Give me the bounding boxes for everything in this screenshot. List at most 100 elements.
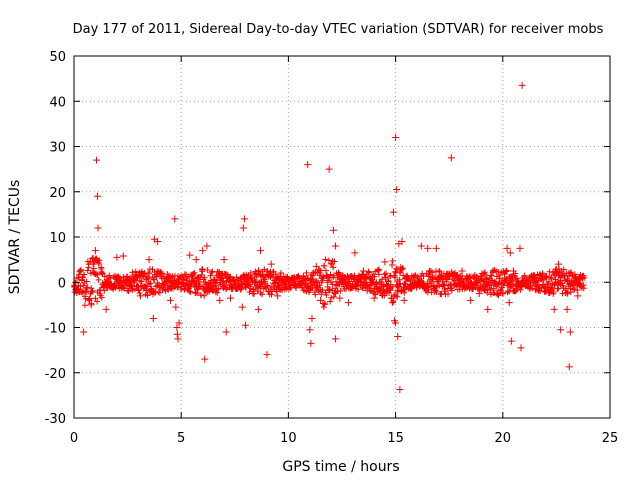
band-point-marker [401, 286, 408, 293]
data-point-marker [173, 324, 181, 331]
data-point-marker [102, 305, 110, 313]
data-point-marker [149, 314, 157, 322]
band-point-marker [521, 272, 528, 279]
data-point-marker [222, 328, 230, 336]
data-point-marker [336, 294, 344, 302]
band-point-marker [190, 271, 197, 278]
data-point-marker [172, 303, 180, 311]
band-point-marker [272, 271, 279, 278]
band-point-marker [482, 271, 489, 278]
y-tick-label: 0 [58, 276, 66, 291]
data-point-marker [394, 333, 402, 341]
band-point-marker [107, 275, 114, 282]
band-point-marker [513, 275, 520, 282]
band-point-marker [256, 271, 263, 278]
data-point-marker [307, 339, 315, 347]
data-point-marker [396, 385, 404, 393]
band-point-marker [199, 266, 206, 273]
data-point-marker [381, 258, 389, 266]
band-point-marker [83, 278, 90, 285]
band-point-marker [555, 285, 562, 292]
x-tick-label: 5 [177, 431, 185, 446]
y-tick-label: -20 [45, 367, 66, 382]
data-point-marker [154, 238, 162, 246]
band-point-marker [534, 281, 541, 288]
band-point-marker [204, 267, 211, 274]
band-point-marker [198, 272, 205, 279]
band-point-marker [322, 289, 329, 296]
band-point-marker [309, 276, 316, 283]
band-point-marker [195, 280, 202, 287]
band-point-marker [487, 286, 494, 293]
band-point-marker [326, 275, 333, 282]
band-point-marker [425, 286, 432, 293]
data-point-marker [166, 296, 174, 304]
band-point-marker [454, 271, 461, 278]
band-point-marker [503, 275, 510, 282]
data-point-marker [199, 247, 207, 255]
band-point-marker [312, 291, 319, 298]
band-point-marker [552, 276, 559, 283]
band-point-marker [129, 287, 136, 294]
band-point-marker [97, 286, 104, 293]
data-points [80, 81, 582, 393]
band-point-marker [542, 273, 549, 280]
data-point-marker [94, 224, 102, 232]
data-point-marker [398, 238, 406, 246]
band-point-marker [570, 285, 577, 292]
band-point-marker [106, 272, 113, 279]
band-point-marker [254, 288, 261, 295]
band-point-marker [394, 288, 401, 295]
band-point-marker [536, 272, 543, 279]
band-point-marker [374, 267, 381, 274]
band-point-marker [209, 268, 216, 275]
band-point-marker [125, 287, 132, 294]
band-point-marker [550, 289, 557, 296]
band-point-marker [571, 286, 578, 293]
data-point-marker [175, 319, 183, 327]
band-point-marker [369, 278, 376, 285]
band-point-marker [84, 267, 91, 274]
band-point-marker [484, 289, 491, 296]
band-point-marker [81, 302, 88, 309]
data-point-marker [557, 326, 565, 334]
y-tick-label: -30 [45, 412, 66, 427]
band-point-marker [237, 286, 244, 293]
band-point-marker [332, 278, 339, 285]
band-point-marker [382, 270, 389, 277]
data-point-marker [506, 249, 514, 257]
data-point-marker [227, 294, 235, 302]
band-point-marker [146, 281, 153, 288]
band-point-marker [98, 294, 105, 301]
band-point-marker [255, 268, 262, 275]
band-point-marker [275, 282, 282, 289]
band-point-marker [320, 304, 327, 311]
band-point-marker [94, 271, 101, 278]
band-point-marker [86, 297, 93, 304]
band-point-marker [138, 278, 145, 285]
data-point-marker [304, 161, 312, 169]
band-point-marker [157, 269, 164, 276]
data-point-marker [424, 244, 432, 252]
data-point-marker [432, 244, 440, 252]
data-point-marker [89, 258, 97, 266]
data-point-marker [392, 319, 400, 327]
band-point-marker [132, 268, 139, 275]
band-point-marker [313, 278, 320, 285]
data-point-marker [387, 294, 395, 302]
band-point-marker [79, 289, 86, 296]
data-point-marker [238, 303, 246, 311]
band-point-marker [335, 269, 342, 276]
band-point-marker [381, 271, 388, 278]
band-point-marker [330, 293, 337, 300]
band-point-marker [306, 287, 313, 294]
band-point-marker [546, 268, 553, 275]
band-point-marker [392, 292, 399, 299]
band-point-marker [541, 288, 548, 295]
chart-title: Day 177 of 2011, Sidereal Day-to-day VTE… [73, 22, 604, 37]
y-tick-label: 10 [49, 231, 66, 246]
data-point-marker [332, 242, 340, 250]
band-point-marker [80, 282, 87, 289]
band-point-marker [510, 281, 517, 288]
band-point-marker [234, 277, 241, 284]
